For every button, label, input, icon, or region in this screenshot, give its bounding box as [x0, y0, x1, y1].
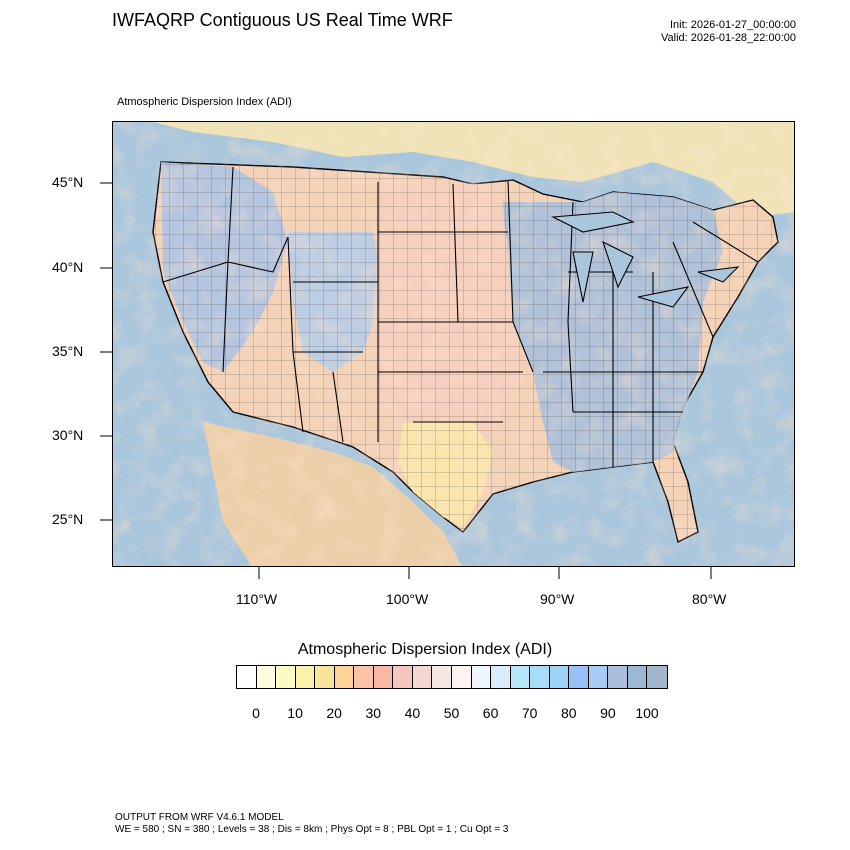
colorbar-swatch — [412, 666, 433, 688]
colorbar-swatch — [491, 666, 511, 688]
init-time: Init: 2026-01-27_00:00:00 — [670, 19, 796, 31]
colorbar-swatch — [530, 666, 550, 688]
map-svg — [113, 122, 794, 566]
lat-label-40: 40°N — [52, 259, 84, 275]
lon-label-80: 80°W — [692, 591, 727, 607]
lat-label-25: 25°N — [52, 511, 84, 527]
colorbar-swatch — [393, 666, 413, 688]
colorbar-swatch — [510, 666, 531, 688]
colorbar-title: Atmospheric Dispersion Index (ADI) — [297, 641, 553, 658]
lat-label-45: 45°N — [52, 174, 84, 190]
state-borders — [162, 166, 759, 467]
colorbar-swatch — [334, 666, 355, 688]
colorbar-swatch — [354, 666, 374, 688]
plot-title: IWFAQRP Contiguous US Real Time WRF — [112, 10, 453, 30]
model-config: WE = 580 ; SN = 380 ; Levels = 38 ; Dis … — [115, 824, 509, 835]
colorbar-swatch — [549, 666, 570, 688]
colorbar-swatch — [627, 666, 648, 688]
colorbar-tick-label: 70 — [521, 705, 538, 721]
colorbar-swatch — [295, 666, 316, 688]
great-lakes — [550, 211, 740, 308]
colorbar-swatch — [588, 666, 609, 688]
colorbar-tick-label: 30 — [365, 705, 382, 721]
colorbar-tick-label: 100 — [635, 705, 659, 721]
model-info: OUTPUT FROM WRF V4.6.1 MODEL WE = 580 ; … — [115, 812, 508, 836]
lon-label-110: 110°W — [236, 591, 278, 607]
lon-label-90: 90°W — [540, 591, 575, 607]
valid-time: Valid: 2026-01-28_22:00:00 — [661, 32, 796, 44]
colorbar-swatch — [647, 666, 668, 688]
model-version: OUTPUT FROM WRF V4.6.1 MODEL — [115, 812, 284, 823]
map-panel — [112, 121, 795, 567]
colorbar-swatch — [256, 666, 277, 688]
colorbar-tick-label: 90 — [600, 705, 616, 721]
lat-label-30: 30°N — [52, 427, 84, 443]
field-label: Atmospheric Dispersion Index (ADI) — [117, 96, 292, 108]
colorbar-tick-label: 0 — [252, 705, 260, 721]
colorbar-tick-label: 50 — [443, 705, 460, 721]
colorbar-swatch — [373, 666, 394, 688]
lat-label-35: 35°N — [52, 343, 84, 359]
colorbar-swatch — [569, 666, 589, 688]
colorbar-swatch — [471, 666, 492, 688]
colorbar — [236, 665, 669, 689]
colorbar-swatch — [432, 666, 453, 688]
colorbar-swatch — [276, 666, 296, 688]
time-info: Init: 2026-01-27_00:00:00 Valid: 2026-01… — [661, 19, 796, 45]
colorbar-swatch — [608, 666, 628, 688]
colorbar-tick-label: 60 — [482, 705, 499, 721]
colorbar-swatch — [315, 666, 335, 688]
colorbar-tick-label: 10 — [287, 705, 303, 721]
colorbar-swatch — [237, 666, 257, 688]
colorbar-tick-label: 80 — [561, 705, 577, 721]
lon-label-100: 100°W — [386, 591, 429, 607]
colorbar-swatch — [452, 666, 472, 688]
colorbar-tick-label: 40 — [404, 705, 421, 721]
colorbar-tick-label: 20 — [326, 705, 342, 721]
